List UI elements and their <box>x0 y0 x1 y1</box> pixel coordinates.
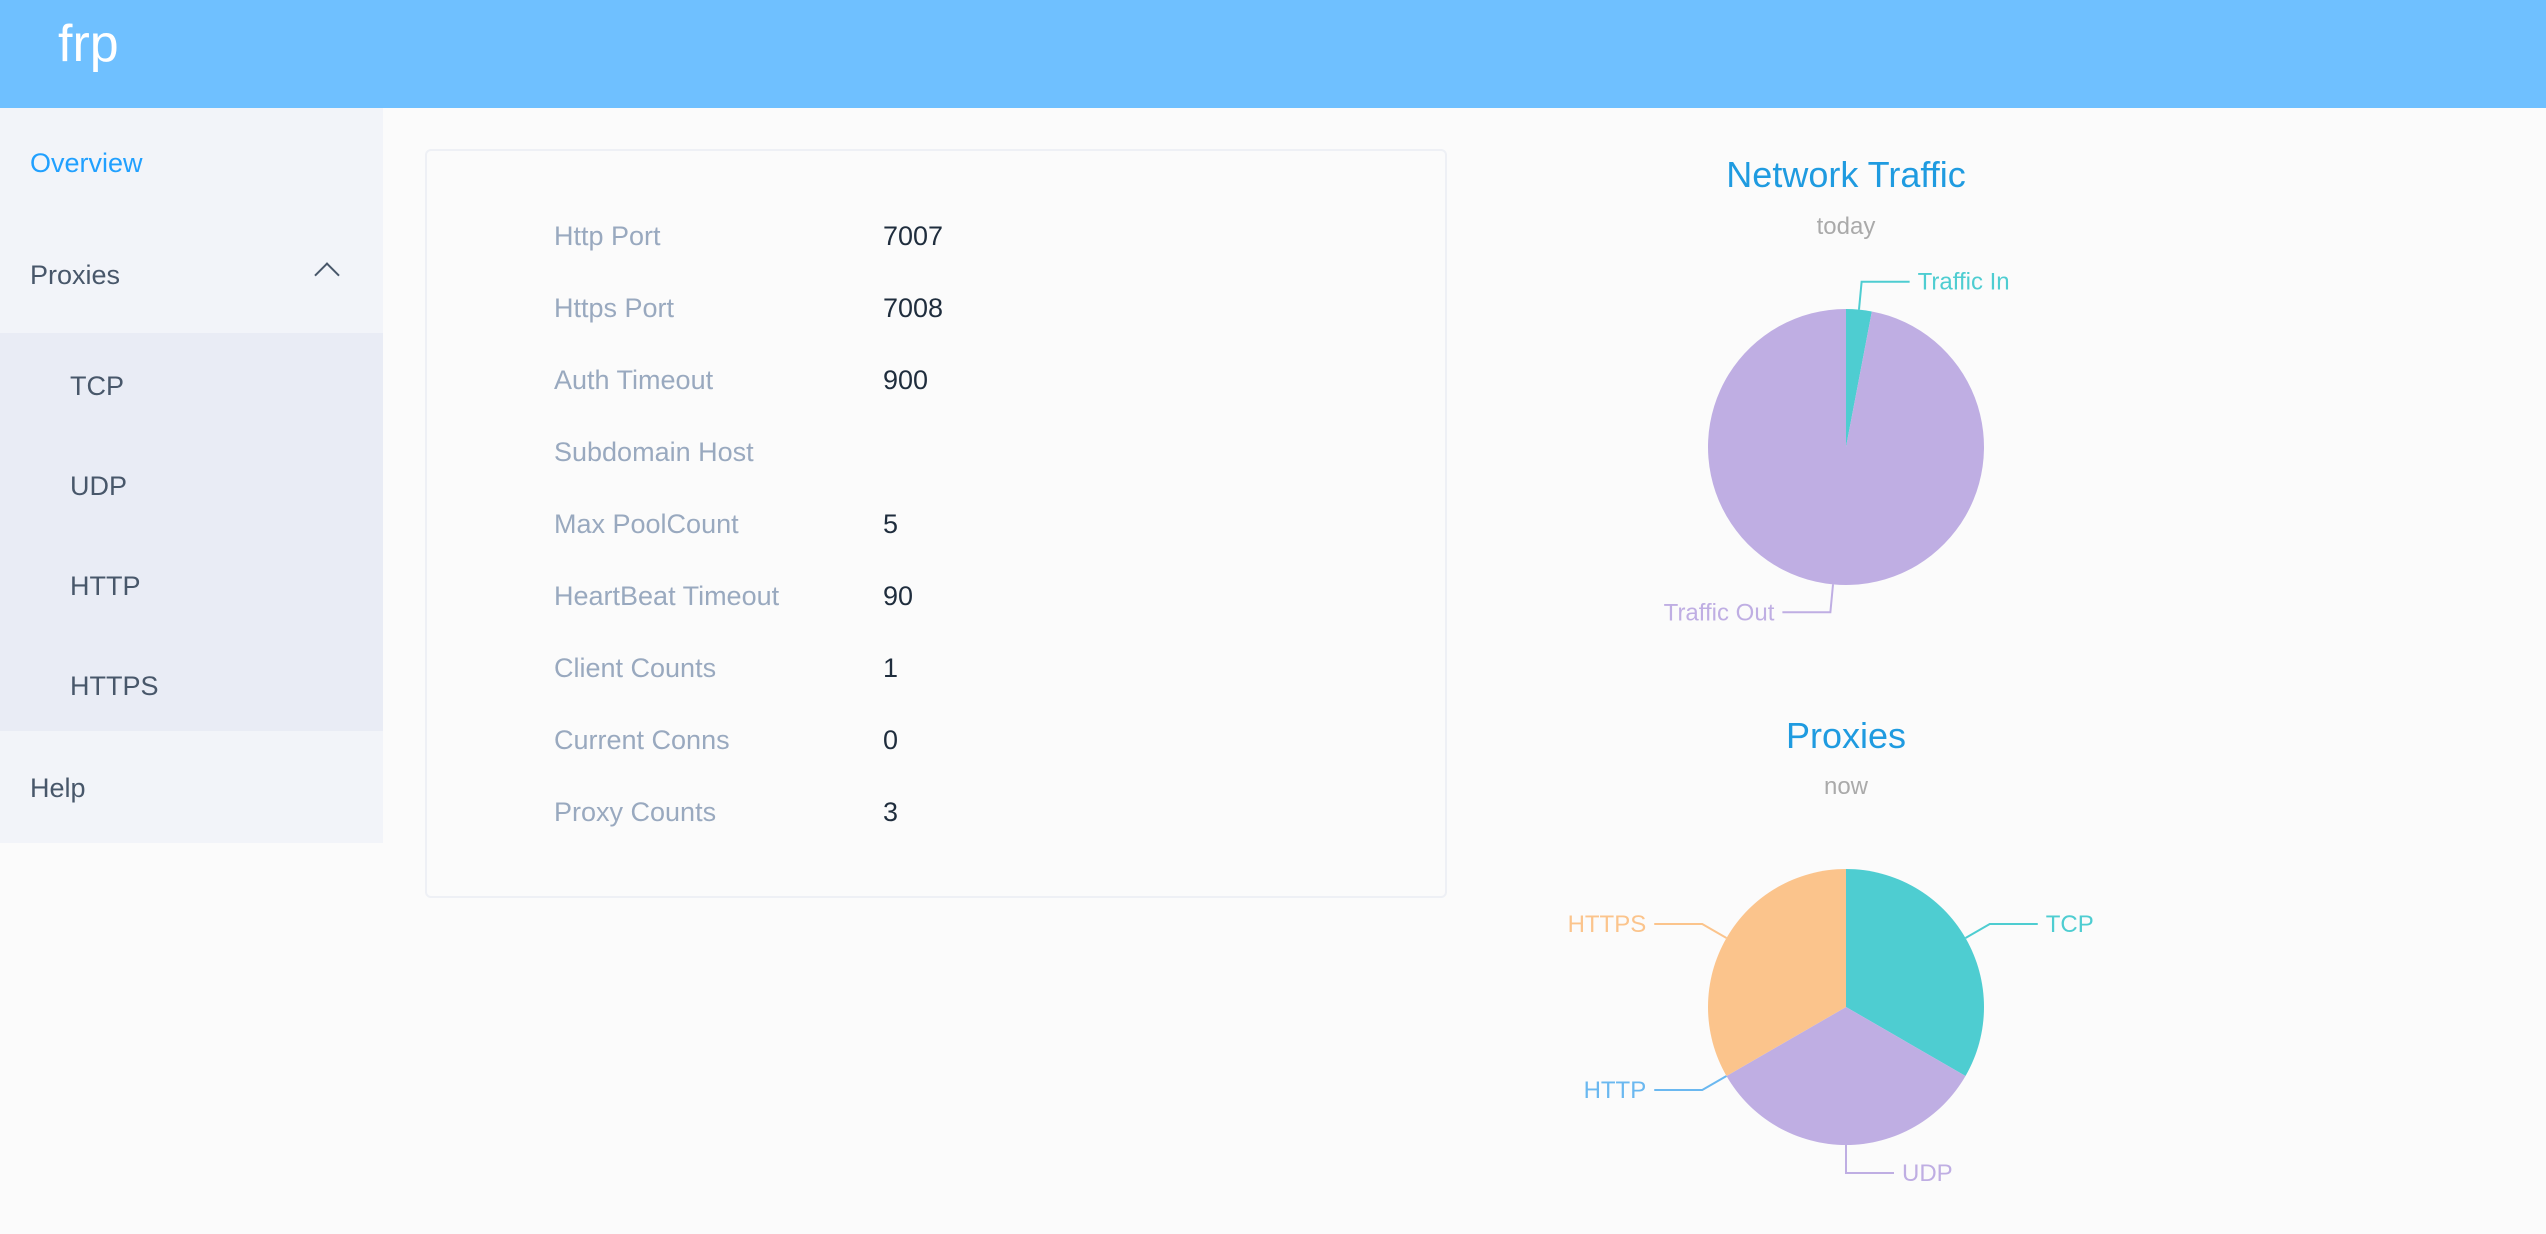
pie-chart: Network Traffic today Traffic In Traffic Ou… <box>1664 154 2010 626</box>
info-row: Proxy Counts 3 <box>427 797 1445 837</box>
info-label: Current Conns <box>554 725 730 755</box>
info-value: 3 <box>883 797 899 827</box>
label-line <box>1782 584 1835 614</box>
info-value: 900 <box>883 365 929 395</box>
info-label: Client Counts <box>554 653 717 683</box>
sidebar-item-tcp[interactable]: TCP <box>70 371 124 401</box>
label-line <box>1857 280 1910 310</box>
info-row: HeartBeat Timeout 90 <box>427 581 1445 621</box>
pie-slice[interactable] <box>1846 869 1984 1076</box>
pie-slice[interactable] <box>1846 309 1872 447</box>
info-value: 7007 <box>883 221 944 251</box>
slice-label: UDP <box>1902 1160 1953 1187</box>
slice-label: Traffic In <box>1918 269 2010 296</box>
slice-label: TCP <box>2046 911 2094 938</box>
sidebar-item-overview[interactable]: Overview <box>30 148 143 178</box>
top-header: frp <box>0 0 2546 108</box>
server-info-card: Http Port 7007 Https Port 7008 Auth Timeout 9… <box>425 149 1447 898</box>
slice-label: Traffic Out <box>1664 599 1775 626</box>
chart-title: Proxies <box>1786 715 1906 756</box>
sidebar-item-help[interactable]: Help <box>30 773 86 803</box>
info-label: Proxy Counts <box>554 797 717 827</box>
info-row: Subdomain Host <box>427 437 1445 477</box>
chart-subtitle: today <box>1817 213 1876 240</box>
info-row: Current Conns 0 <box>427 725 1445 765</box>
sidebar-item-http[interactable]: HTTP <box>70 571 141 601</box>
info-label: Https Port <box>554 293 675 323</box>
pie-slice[interactable] <box>1708 869 1846 1076</box>
info-value: 5 <box>883 509 899 539</box>
pie-chart: Proxies now TCP UDP HTTP HTTPS <box>1568 715 2094 1187</box>
label-line <box>1965 923 2038 939</box>
slice-label: HTTPS <box>1568 911 1647 938</box>
chart-title: Network Traffic <box>1726 154 1965 195</box>
label-line <box>1845 1145 1894 1174</box>
label-line <box>1654 1075 1727 1091</box>
logo: frp <box>58 15 119 73</box>
info-row: Http Port 7007 <box>427 221 1445 261</box>
chart-subtitle: now <box>1824 773 1869 800</box>
info-value: 0 <box>883 725 899 755</box>
info-value: 1 <box>883 653 899 683</box>
info-label: Http Port <box>554 221 661 251</box>
proxies-submenu: TCP UDP HTTP HTTPS <box>0 333 383 731</box>
info-label: Subdomain Host <box>554 437 754 467</box>
sidebar: Overview Proxies TCP UDP HTTP HTTPS Help <box>0 108 383 843</box>
sidebar-item-https[interactable]: HTTPS <box>70 671 159 701</box>
sidebar-item-udp[interactable]: UDP <box>70 471 128 501</box>
info-label: HeartBeat Timeout <box>554 581 780 611</box>
info-row: Https Port 7008 <box>427 293 1445 333</box>
info-label: Max PoolCount <box>554 509 739 539</box>
info-value: 90 <box>883 581 914 611</box>
info-value: 7008 <box>883 293 944 323</box>
slice-label: HTTP <box>1584 1077 1647 1104</box>
info-label: Auth Timeout <box>554 365 714 395</box>
sidebar-item-proxies[interactable]: Proxies <box>30 260 121 290</box>
info-row: Max PoolCount 5 <box>427 509 1445 549</box>
label-line <box>1654 923 1727 939</box>
pie-slice[interactable] <box>1708 309 1984 585</box>
info-row: Auth Timeout 900 <box>427 365 1445 405</box>
info-row: Client Counts 1 <box>427 653 1445 693</box>
